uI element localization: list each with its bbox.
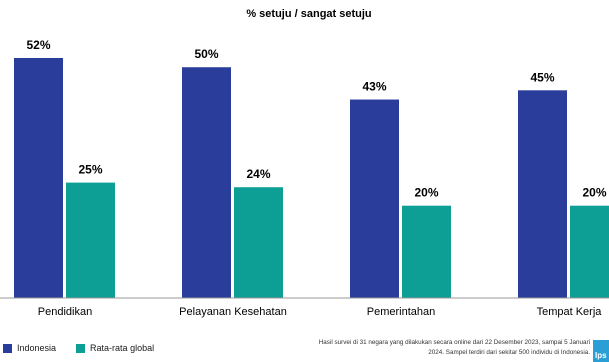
bar-rata-rata-global-pelayanan-kesehatan — [234, 187, 283, 298]
value-label-rata-rata-global-pelayanan-kesehatan: 24% — [246, 167, 270, 181]
value-label-indonesia-pendidikan: 52% — [26, 38, 50, 52]
value-label-indonesia-pemerintahan: 43% — [362, 80, 386, 94]
legend-swatch-global-average — [76, 343, 86, 353]
chart-title: % setuju / sangat setuju — [246, 8, 371, 20]
category-label-pendidikan: Pendidikan — [38, 306, 92, 318]
bar-indonesia-tempat-kerja — [518, 90, 567, 298]
bar-rata-rata-global-tempat-kerja — [570, 205, 609, 298]
bar-rata-rata-global-pemerintahan — [402, 205, 451, 298]
bar-indonesia-pemerintahan — [350, 99, 399, 299]
bar-indonesia-pelayanan-kesehatan — [182, 67, 231, 298]
ipsos-logo: Ips — [593, 340, 609, 362]
bar-rata-rata-global-pendidikan — [66, 182, 115, 298]
value-label-rata-rata-global-pendidikan: 25% — [78, 163, 102, 177]
value-label-indonesia-tempat-kerja: 45% — [530, 70, 554, 84]
value-label-indonesia-pelayanan-kesehatan: 50% — [194, 47, 218, 61]
legend: Indonesia Rata-rata global — [3, 340, 174, 356]
legend-item-indonesia: Indonesia — [3, 343, 56, 353]
legend-label-global-average: Rata-rata global — [90, 343, 155, 353]
value-label-rata-rata-global-pemerintahan: 20% — [414, 186, 438, 200]
bar-chart: % setuju / sangat setuju 52% 25% Pendidika… — [0, 8, 609, 318]
survey-footnote: Hasil survei di 31 negara yang dilakukan… — [318, 339, 590, 356]
category-label-tempat-kerja: Tempat Kerja — [537, 306, 603, 318]
legend-label-indonesia: Indonesia — [17, 343, 57, 353]
value-label-rata-rata-global-tempat-kerja: 20% — [582, 186, 606, 200]
legend-item-global-average: Rata-rata global — [76, 343, 154, 353]
category-label-pemerintahan: Pemerintahan — [367, 306, 436, 318]
category-label-pelayanan-kesehatan: Pelayanan Kesehatan — [179, 306, 287, 318]
legend-swatch-indonesia — [3, 343, 12, 353]
bar-indonesia-pendidikan — [14, 58, 63, 298]
